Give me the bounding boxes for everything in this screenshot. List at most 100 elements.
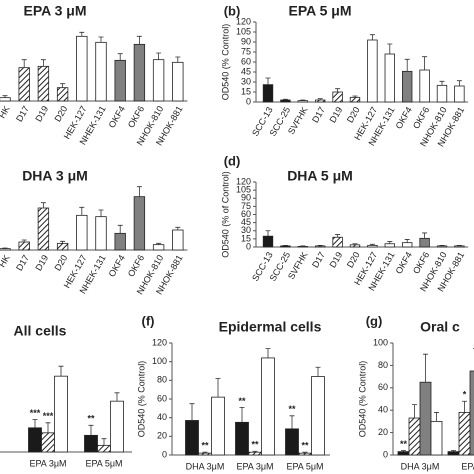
x-tick-label: HK [0,104,12,120]
error-bar [423,353,428,383]
error-bar [462,400,467,413]
bar [349,96,361,103]
bar [133,43,146,102]
chart-title: Oral c [420,319,460,335]
error-bar [352,243,358,245]
error-bar [60,240,66,244]
panel-label: (b) [224,3,241,18]
annotation: ** [87,414,95,424]
y-tick-label: 60 [241,209,251,219]
y-tick-label: 120 [236,16,251,26]
error-bar [387,43,393,54]
bar [447,451,460,456]
error-bar [300,99,306,101]
y-tick-label: 20 [378,427,388,437]
y-axis-title: OD540 (% Control) [136,361,146,438]
annotation: * [463,390,467,400]
bar [419,69,430,103]
x-tick-label: D20 [345,105,362,124]
y-tick-label: 20 [157,431,167,441]
error-bar [21,59,27,68]
panel-label: (d) [224,153,241,168]
bar [332,91,343,103]
error-bar [300,245,306,247]
bar [419,381,432,456]
error-bar [335,88,341,92]
bar [298,452,312,456]
y-tick-label: 15 [241,233,251,243]
bar [37,207,50,251]
error-bar [401,450,406,452]
error-bar [456,80,462,86]
bar [76,35,88,102]
x-tick-label: DHA 3μM [401,461,440,471]
error-bar [101,438,107,446]
annotation: ** [288,404,296,414]
bar [172,61,184,102]
y-tick-label: 60 [157,393,167,403]
annotation: ** [251,440,259,450]
error-bar [98,36,104,43]
y-tick-label: 75 [241,201,251,211]
x-tick-label: EPA 5μM [85,458,122,468]
bar [18,241,30,251]
x-tick-label: EPA 5μM [286,461,323,471]
x-tick-label: D17 [14,253,31,272]
bar [397,451,410,456]
y-tick-label: 45 [241,217,251,227]
error-bar [422,232,428,239]
bar [56,242,69,251]
y-tick-label: 0 [162,449,167,459]
x-tick-label: D20 [345,250,362,269]
y-tick-label: 90 [241,36,251,46]
y-tick-label: 105 [236,26,251,36]
y-tick-label: 120 [236,176,251,186]
bar [0,248,11,251]
y-tick-label: 40 [157,412,167,422]
error-bar [265,77,271,85]
x-tick-label: D19 [327,105,344,124]
bar [430,420,443,456]
error-bar [282,98,288,100]
error-bar [239,407,245,423]
chart-title: EPA 3 μM [23,3,86,19]
bar [235,421,249,456]
error-bar [79,206,85,216]
error-bar [317,98,323,100]
bar [384,243,395,248]
error-bar [117,224,123,234]
error-bar [189,403,195,421]
error-bar [202,451,208,454]
error-bar [315,366,321,377]
bar [262,84,274,103]
error-bar [40,59,46,67]
y-tick-label: 80 [157,375,167,385]
bar [408,417,421,456]
x-tick-label: D20 [52,104,69,123]
bar [95,41,107,102]
x-tick-label: D19 [327,250,344,269]
bar [76,214,88,251]
bar [402,242,413,248]
y-axis-title: OD540 (% Control) [357,361,367,438]
bar [110,400,124,453]
bar [436,245,448,248]
y-tick-label: 45 [241,66,251,76]
bar [41,432,55,453]
bar [152,59,165,102]
y-tick-label: 0 [383,449,388,459]
error-bar [282,244,288,246]
x-tick-label: OKF6 [126,253,146,278]
x-tick-label: HK [0,253,12,269]
bar [297,246,308,248]
bar [262,235,274,248]
bar [315,99,326,103]
panel-label: (f) [142,313,155,328]
y-tick-label: 60 [241,56,251,66]
y-tick-label: 30 [241,225,251,235]
error-bar [40,202,46,208]
y-axis-title: OD540 (% of Control) [220,171,230,258]
error-bar [175,226,181,230]
bar [367,244,378,248]
error-bar [2,95,8,98]
